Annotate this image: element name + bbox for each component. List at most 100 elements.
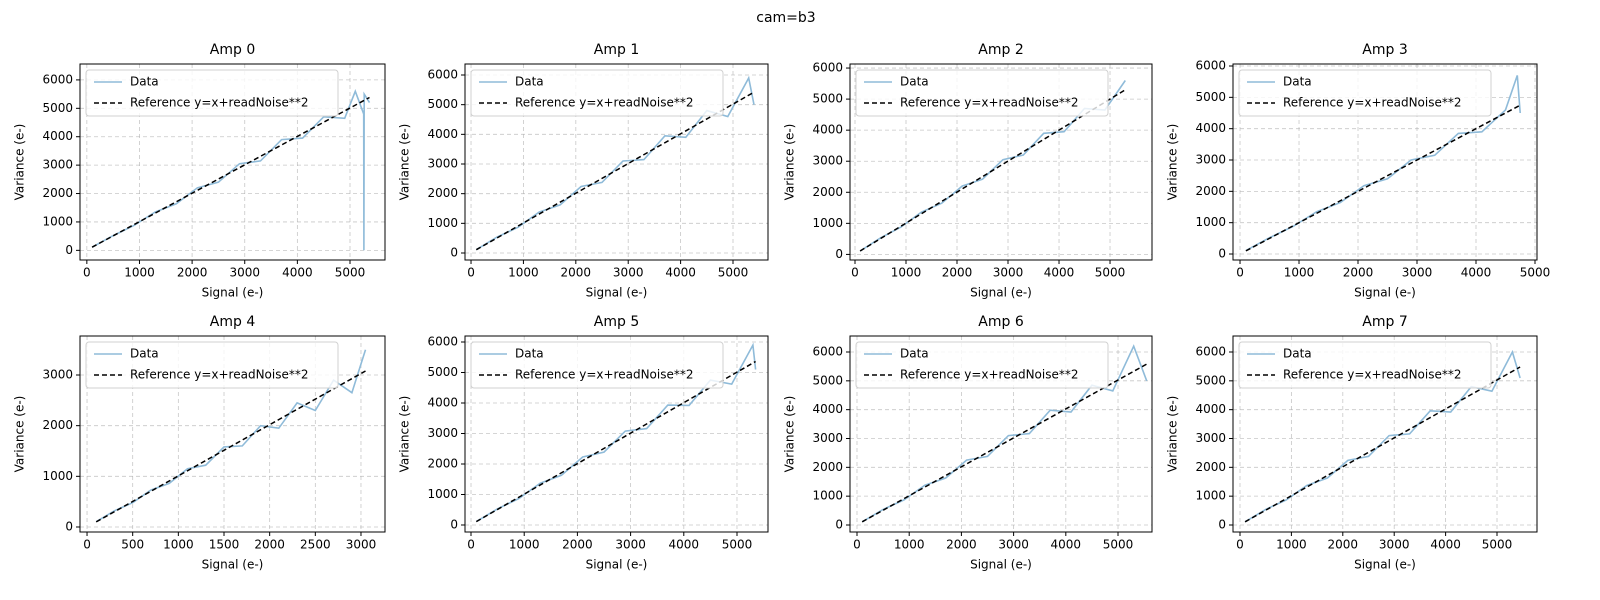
axes-frame [79,335,386,533]
legend-label: Reference y=x+readNoise**2 [515,368,694,382]
y-tick-label: 1000 [42,469,73,483]
plot-area [861,344,1148,523]
legend-box [855,341,1109,389]
y-tick-label: 1000 [1195,489,1226,503]
subplot-title: Amp 3 [1362,42,1407,58]
y-tick-label: 2000 [1195,460,1226,474]
x-tick-label: 1000 [163,538,194,552]
subplot-title: Amp 0 [210,42,255,58]
y-tick-label: 5000 [427,97,458,111]
legend-label: Data [900,75,929,89]
axes-frame [1232,63,1538,261]
x-tick-label: 1500 [209,538,240,552]
x-axis-label: Signal (e-) [586,558,648,572]
figure-title: cam=b3 [756,10,815,26]
y-tick-label: 4000 [427,396,458,410]
x-tick-label: 3000 [1379,538,1410,552]
x-tick-label: 4000 [665,266,696,280]
legend-label: Reference y=x+readNoise**2 [1283,368,1462,382]
x-tick-label: 2000 [254,538,285,552]
x-tick-label: 2000 [942,266,973,280]
y-tick-label: 5000 [1195,90,1226,104]
axes-frame [849,63,1153,261]
y-tick-label: 5000 [812,373,843,387]
y-tick-label: 6000 [1195,345,1226,359]
x-tick-label: 1000 [894,538,925,552]
x-tick-label: 2000 [562,538,593,552]
x-tick-label: 4000 [1044,266,1075,280]
legend-label: Reference y=x+readNoise**2 [900,368,1079,382]
y-tick-label: 4000 [1195,402,1226,416]
y-tick-label: 3000 [1195,153,1226,167]
y-tick-label: 0 [1218,247,1226,261]
series-line [91,96,370,248]
x-tick-label: 5000 [1095,266,1126,280]
x-tick-label: 4000 [1461,266,1492,280]
x-axis-label: Signal (e-) [1354,286,1416,300]
y-tick-label: 3000 [42,368,73,382]
y-tick-label: 3000 [427,426,458,440]
y-tick-label: 0 [65,519,73,533]
x-tick-label: 0 [83,266,91,280]
x-tick-label: 4000 [669,538,700,552]
x-axis-label: Signal (e-) [202,286,264,300]
axes-frame [1232,335,1538,533]
y-tick-label: 0 [450,245,458,259]
legend-label: Data [130,347,159,361]
x-tick-label: 2000 [946,538,977,552]
y-axis-label: Variance (e-) [783,124,797,201]
y-axis-label: Variance (e-) [13,124,27,201]
subplot-title: Amp 1 [594,42,639,58]
x-tick-label: 1000 [124,266,155,280]
x-tick-label: 3000 [229,266,260,280]
y-axis-label: Variance (e-) [783,396,797,473]
x-tick-label: 0 [851,266,859,280]
y-tick-label: 3000 [427,157,458,171]
y-tick-label: 3000 [1195,431,1226,445]
x-tick-label: 2500 [300,538,331,552]
x-axis-label: Signal (e-) [202,558,264,572]
legend-label: Reference y=x+readNoise**2 [130,368,309,382]
legend-box [85,69,339,117]
legend-label: Reference y=x+readNoise**2 [900,96,1079,110]
legend-label: Data [900,347,929,361]
y-tick-label: 1000 [812,216,843,230]
subplot-title: Amp 6 [978,314,1024,330]
y-tick-label: 2000 [812,185,843,199]
x-tick-label: 0 [853,538,861,552]
legend-box [85,341,339,389]
x-axis-label: Signal (e-) [970,558,1032,572]
y-tick-label: 0 [835,247,843,261]
y-tick-label: 6000 [42,72,73,86]
y-tick-label: 2000 [1195,184,1226,198]
legend-box [470,341,724,389]
axes-frame [464,63,769,261]
x-tick-label: 5000 [722,538,753,552]
legend-label: Reference y=x+readNoise**2 [515,96,694,110]
x-tick-label: 5000 [718,266,749,280]
y-tick-label: 4000 [42,129,73,143]
legend-box [1238,69,1492,117]
y-tick-label: 3000 [812,431,843,445]
legend-box [470,69,724,117]
y-tick-label: 5000 [1195,373,1226,387]
x-tick-label: 5000 [335,266,366,280]
y-tick-label: 2000 [812,460,843,474]
x-tick-label: 3000 [998,538,1029,552]
series-line [1244,366,1521,523]
axes-frame [464,335,769,533]
y-tick-label: 4000 [427,127,458,141]
x-tick-label: 4000 [1051,538,1082,552]
legend-label: Data [1283,75,1312,89]
legend-label: Data [130,75,159,89]
subplot-title: Amp 4 [210,314,256,330]
y-axis-label: Variance (e-) [13,396,27,473]
y-axis-label: Variance (e-) [398,396,412,473]
y-tick-label: 2000 [427,186,458,200]
y-tick-label: 1000 [1195,215,1226,229]
y-tick-label: 1000 [812,489,843,503]
y-tick-label: 0 [835,517,843,531]
series-line [861,363,1148,523]
x-tick-label: 2000 [1328,538,1359,552]
